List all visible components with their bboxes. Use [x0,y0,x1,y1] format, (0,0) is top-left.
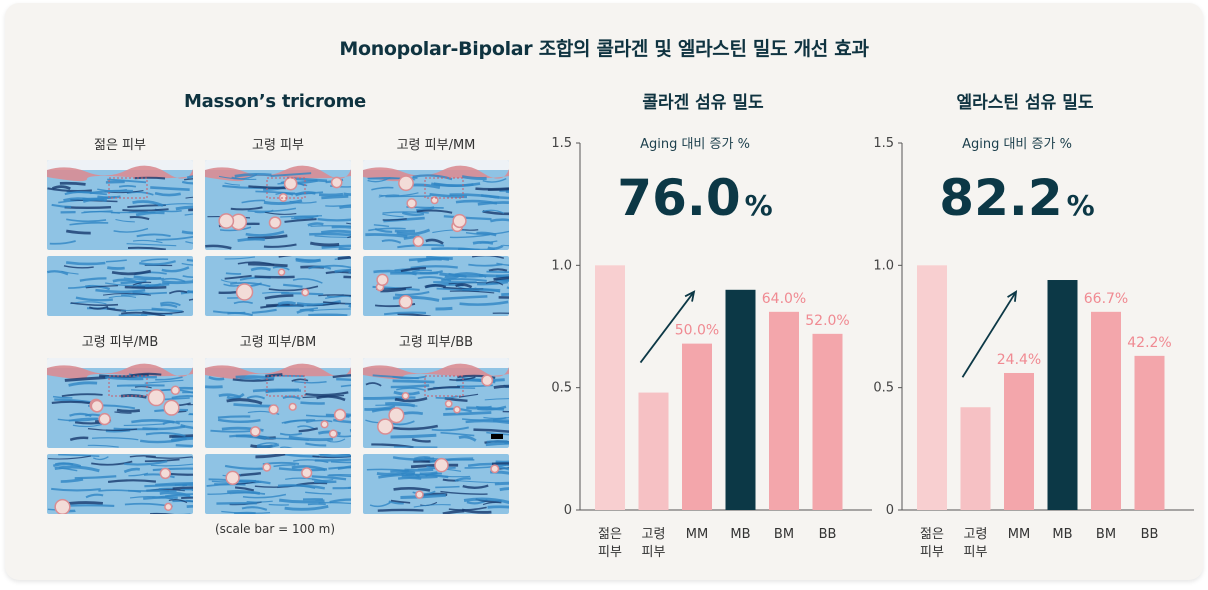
elastin-category-label-5: BB [1141,527,1159,542]
collagen-y-tick-label: 0.5 [551,381,572,396]
collagen-trend-arrow [639,291,695,364]
collagen-category-label-3: MB [730,527,750,542]
histology-image-aged-bm-detail [205,454,351,514]
elastin-trend-arrow-head [1007,290,1018,302]
elastin-category-label-0: 피부 [920,545,944,560]
label-aged-bb: 고령 피부/BB [398,335,474,350]
elastin-category-label-4: BM [1096,527,1116,542]
histology-image-aged-mb-overview [47,358,193,448]
elastin-headline-value: 82.2% [939,169,1094,227]
histology-image-aged-mm-overview [363,160,509,250]
elastin-chart-title: 엘라스틴 섬유 밀도 [957,92,1094,113]
label-aged-skin: 고령 피부 [252,138,304,153]
collagen-y-tick-label: 1.5 [551,136,572,151]
elastin-category-label-2: MM [1008,527,1030,542]
collagen-category-label-1: 피부 [642,545,666,560]
elastin-annotation-label: Aging 대비 증가 % [962,137,1072,152]
collagen-bar-label-2: 50.0% [675,323,719,339]
histology-image-aged-bb-detail [363,454,509,514]
collagen-category-label-0: 피부 [598,545,622,560]
elastin-y-tick-label: 1.0 [873,258,894,273]
collagen-bar-2 [682,343,712,510]
collagen-y-tick-label: 0 [564,503,572,518]
collagen-bar-3 [725,289,756,510]
histology-section-title: Masson’s tricrome [184,91,366,112]
figure-title: Monopolar-Bipolar 조합의 콜라겐 및 엘라스틴 밀도 개선 효… [339,38,869,60]
elastin-bar-0 [917,265,947,510]
histology-image-aged-bm-overview [205,358,351,448]
collagen-category-label-4: BM [774,527,794,542]
collagen-y-tick-label: 1.0 [551,258,572,273]
label-aged-mb: 고령 피부/MB [81,335,159,350]
collagen-category-label-1: 고령 [642,527,666,542]
collagen-bar-label-5: 52.0% [805,313,849,329]
scale-bar-note: (scale bar = 100 m) [214,522,336,536]
elastin-bar-1 [960,407,991,510]
label-aged-mm: 고령 피부/MM [396,138,476,153]
histology-image-aged-mb-detail [47,454,193,514]
elastin-bar-label-5: 42.2% [1127,335,1171,351]
elastin-bar-5 [1134,355,1165,510]
collagen-density-chart: 콜라겐 섬유 밀도 Aging 대비 증가 % 76.0 % 0 0.5 1.0 1.5 젊은피… [551,92,872,560]
elastin-y-tick-label: 0.5 [873,381,894,396]
collagen-category-label-5: BB [819,527,837,542]
histology-image-aged-mm-detail [363,256,509,316]
histology-image-aged-bb-overview [363,358,509,448]
collagen-chart-title: 콜라겐 섬유 밀도 [642,92,764,113]
collagen-bar-1 [638,392,669,510]
collagen-annotation-label: Aging 대비 증가 % [640,137,750,152]
histology-image-young-detail [47,256,193,316]
elastin-category-label-1: 피부 [964,545,988,560]
collagen-bar-0 [595,265,625,510]
elastin-trend-arrow [961,291,1017,378]
histology-image-young-overview [47,160,193,250]
elastin-bar-label-2: 24.4% [997,352,1041,368]
elastin-category-label-3: MB [1052,527,1072,542]
elastin-bar-3 [1047,280,1078,510]
histology-image-aged-overview [205,160,351,250]
elastin-bar-2 [1004,372,1034,510]
collagen-category-label-0: 젊은 [598,527,622,542]
elastin-y-tick-label: 0 [886,503,894,518]
collagen-bar-label-4: 64.0% [762,291,806,307]
collagen-trend-arrow-head [684,290,696,302]
collagen-category-label-2: MM [686,527,708,542]
collagen-bar-5 [812,333,843,510]
collagen-bar-4 [769,311,799,510]
collagen-headline-value: 76.0% [617,169,772,227]
elastin-bar-label-4: 66.7% [1084,291,1128,307]
label-young-skin: 젊은 피부 [94,138,146,153]
histology-image-aged-detail [205,256,351,316]
elastin-density-chart: 엘라스틴 섬유 밀도 Aging 대비 증가 % 82.2 % 0 0.5 1.0 1.5 젊은… [873,92,1194,560]
elastin-category-label-1: 고령 [964,527,988,542]
elastin-category-label-0: 젊은 [920,527,944,542]
elastin-y-tick-label: 1.5 [873,136,894,151]
label-aged-bm: 고령 피부/BM [239,335,317,350]
elastin-bar-4 [1091,311,1121,510]
